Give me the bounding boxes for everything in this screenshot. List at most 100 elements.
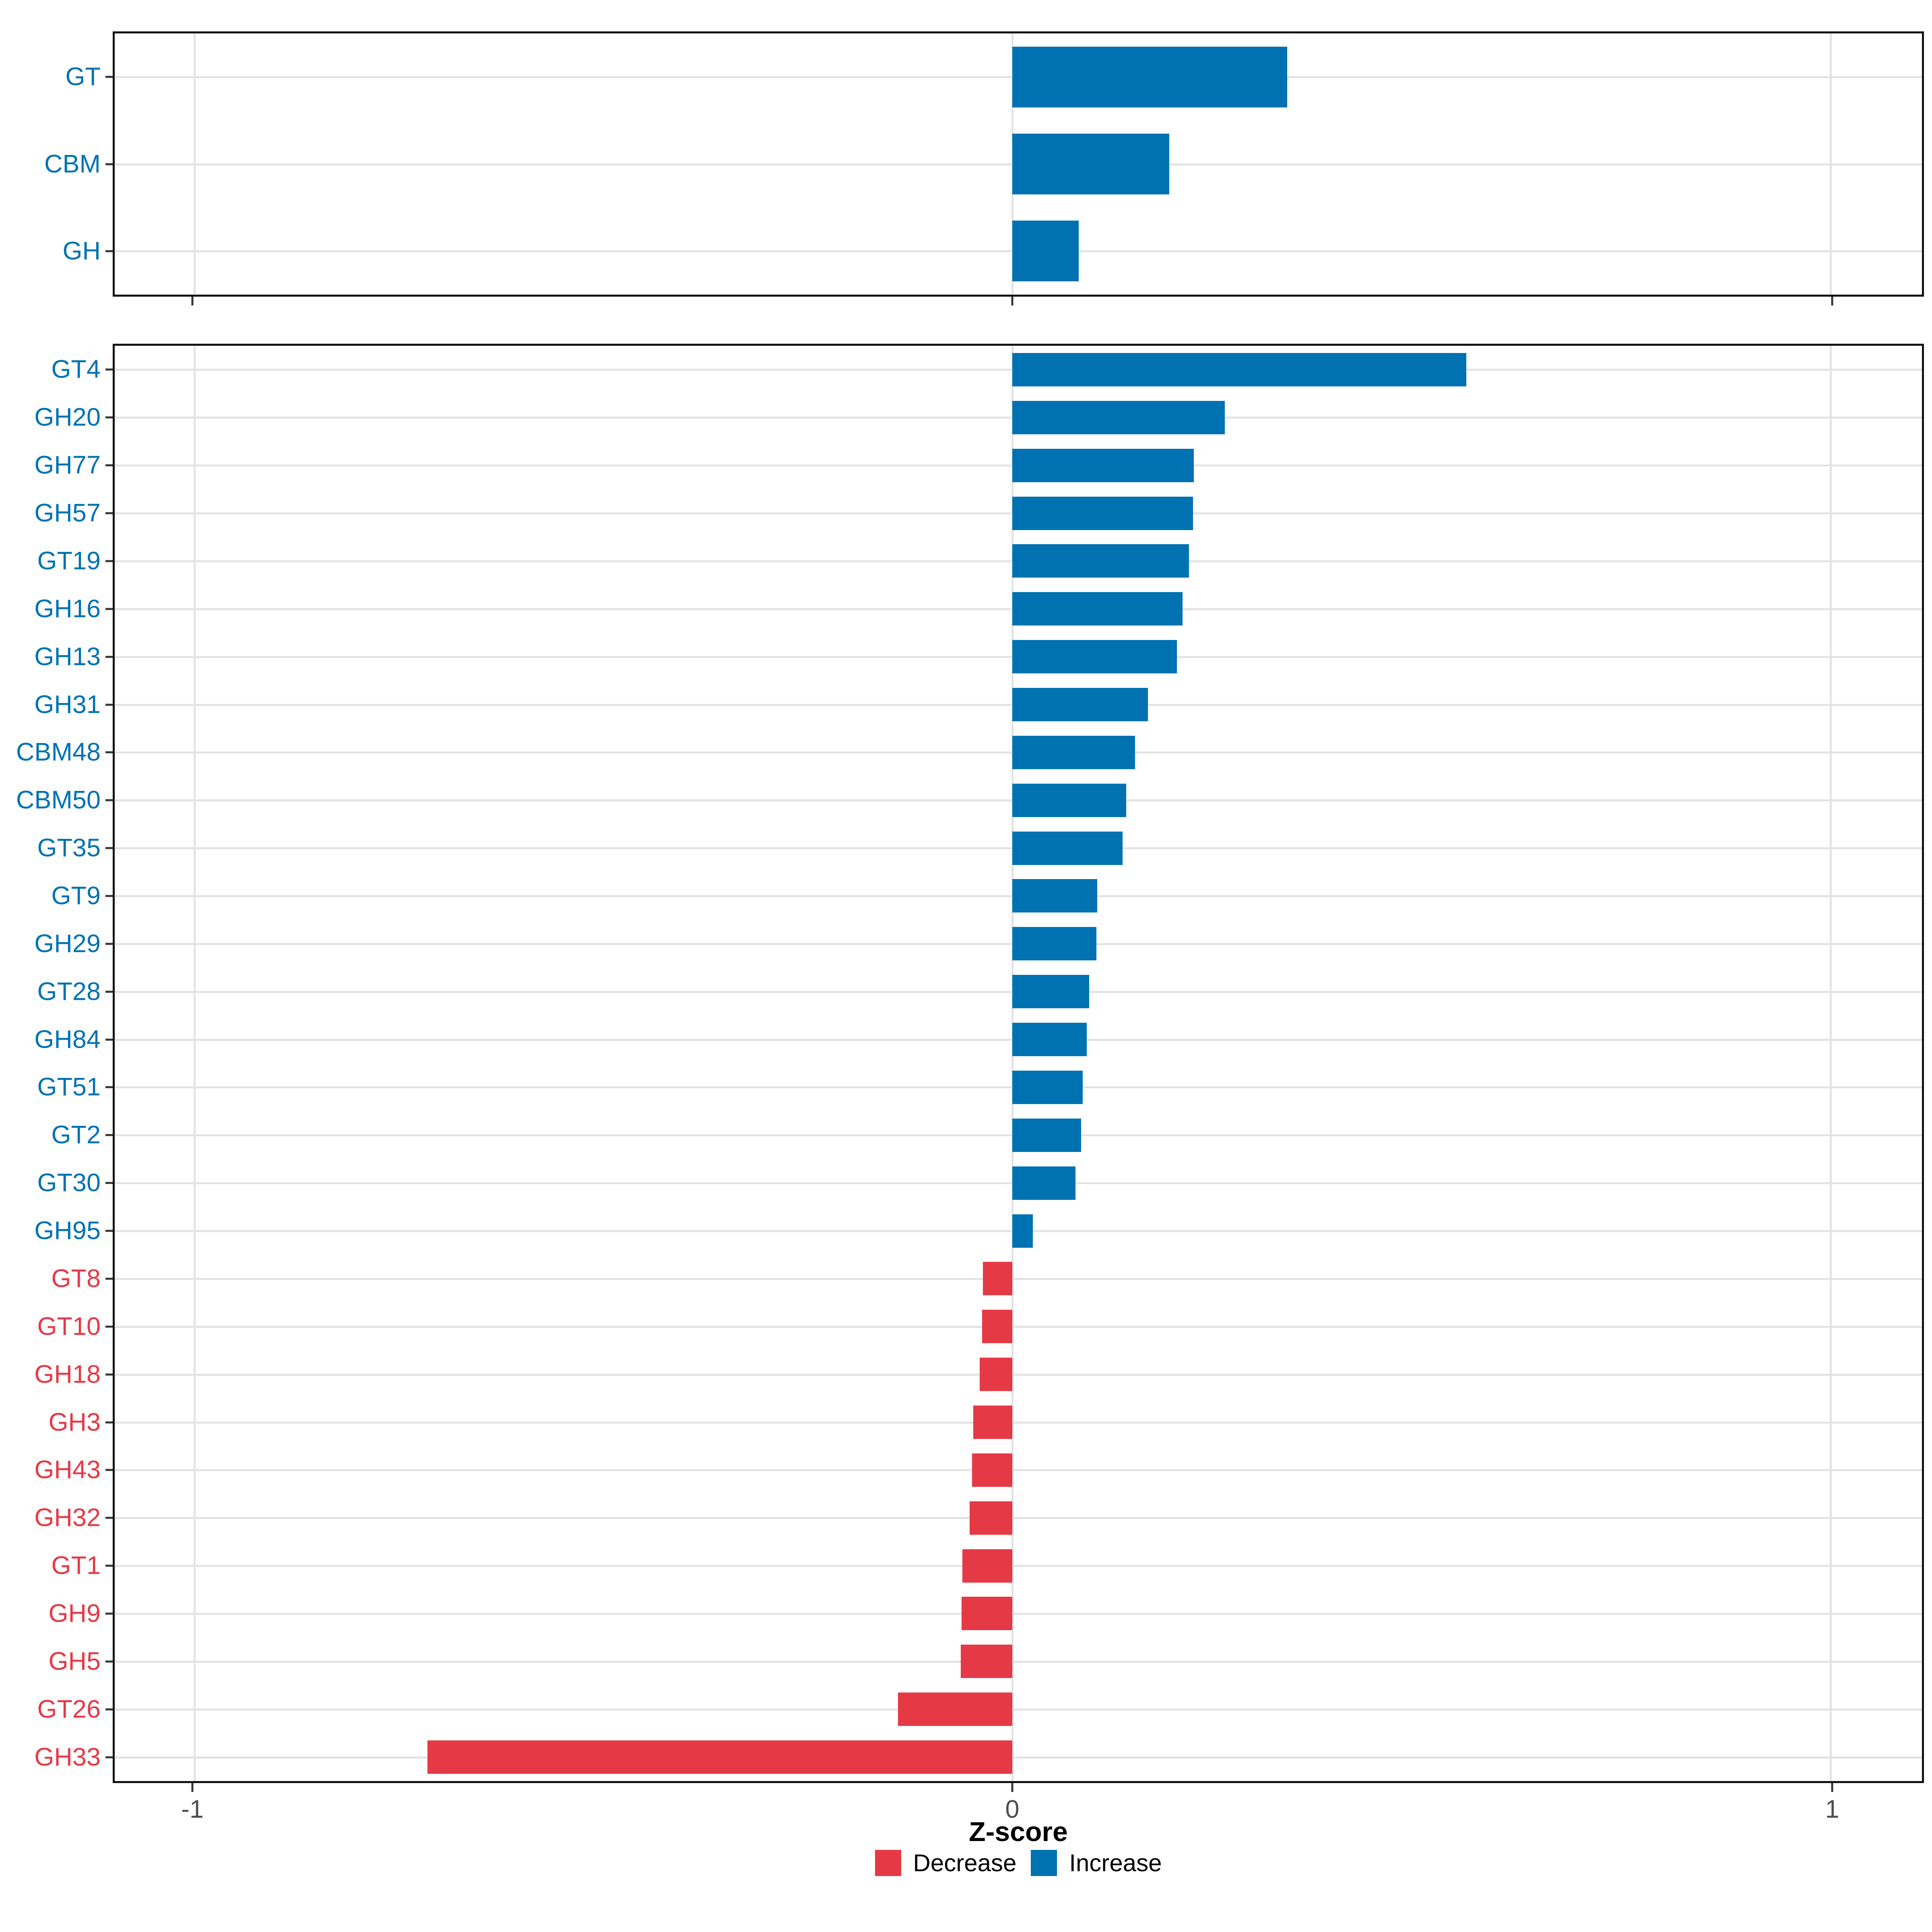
- y-axis-label-CBM50: CBM50: [16, 786, 101, 814]
- y-axis-label-GH77: GH77: [34, 451, 101, 479]
- y-tick: [105, 1421, 113, 1423]
- y-tick: [105, 751, 113, 753]
- bar-GH57: [1012, 496, 1193, 530]
- y-axis-label-GH5: GH5: [48, 1647, 101, 1676]
- legend: Decrease Increase: [113, 1850, 1924, 1876]
- bar-GH32: [970, 1501, 1013, 1535]
- vertical-gridline: [193, 346, 196, 1781]
- y-tick: [105, 1565, 113, 1567]
- y-tick: [105, 464, 113, 466]
- y-axis-label-GT2: GT2: [51, 1121, 101, 1149]
- bar-GH31: [1012, 688, 1148, 721]
- y-tick: [105, 1182, 113, 1184]
- bar-CBM48: [1012, 735, 1135, 769]
- y-tick: [105, 560, 113, 562]
- bar-GT: [1012, 46, 1287, 107]
- y-axis-label-GT51: GT51: [37, 1073, 101, 1101]
- y-axis-label-CBM: CBM: [44, 150, 101, 178]
- y-axis-label-GT4: GT4: [51, 355, 101, 384]
- bar-GT4: [1012, 353, 1467, 386]
- bar-GH5: [961, 1645, 1013, 1678]
- y-tick: [105, 512, 113, 514]
- y-axis-label-GH18: GH18: [34, 1360, 101, 1389]
- y-axis-label-GT: GT: [65, 62, 101, 91]
- x-tick: [1011, 297, 1013, 305]
- bar-GH33: [427, 1740, 1013, 1774]
- horizontal-gridline: [115, 1708, 1922, 1711]
- horizontal-gridline: [115, 1756, 1922, 1759]
- horizontal-gridline: [115, 1325, 1922, 1328]
- panel-category-summary: GT CBM GH: [44, 31, 1924, 297]
- bar-GT30: [1012, 1166, 1075, 1200]
- y-tick: [105, 416, 113, 419]
- y-tick: [105, 1278, 113, 1280]
- y-tick: [105, 1469, 113, 1471]
- y-tick: [105, 704, 113, 706]
- legend-label-increase: Increase: [1069, 1849, 1162, 1876]
- horizontal-gridline: [115, 1565, 1922, 1567]
- horizontal-gridline: [115, 1373, 1922, 1376]
- bar-CBM50: [1012, 783, 1126, 817]
- vertical-gridline: [1011, 346, 1014, 1781]
- bar-GT51: [1012, 1070, 1083, 1104]
- y-tick: [105, 1325, 113, 1328]
- y-axis-label-GH57: GH57: [34, 499, 101, 527]
- bar-GT28: [1012, 975, 1090, 1009]
- y-tick: [105, 1373, 113, 1376]
- bar-GH16: [1012, 592, 1183, 626]
- y-tick: [105, 1134, 113, 1136]
- x-tick: [1831, 297, 1833, 305]
- bar-GH20: [1012, 400, 1225, 434]
- y-axis-label-GT10: GT10: [37, 1312, 101, 1341]
- horizontal-gridline: [115, 1517, 1922, 1519]
- bar-GH18: [979, 1358, 1013, 1391]
- y-tick: [105, 799, 113, 801]
- y-tick: [105, 943, 113, 945]
- legend-item-decrease: Decrease: [875, 1849, 1017, 1876]
- x-tick: [1011, 1783, 1013, 1792]
- y-axis-label-GH33: GH33: [34, 1743, 101, 1771]
- horizontal-gridline: [115, 1469, 1922, 1472]
- y-tick: [105, 76, 113, 78]
- bar-GH: [1012, 221, 1079, 282]
- x-axis-title: Z-score: [969, 1816, 1068, 1847]
- vertical-gridline: [1829, 346, 1832, 1781]
- increase-swatch: [1031, 1850, 1057, 1876]
- y-tick: [105, 991, 113, 993]
- y-axis-label-CBM48: CBM48: [16, 738, 101, 766]
- y-tick: [105, 895, 113, 897]
- bar-GT9: [1012, 879, 1098, 913]
- panel-cazyme-families: GT4 GH20 GH77 GH57 GT19 GH16 GH13 GH31 CBM48 CBM5…: [16, 344, 1924, 1783]
- y-tick: [105, 1038, 113, 1041]
- bar-GT19: [1012, 544, 1189, 578]
- bar-GH29: [1012, 927, 1097, 961]
- y-axis-label-GT8: GT8: [51, 1264, 101, 1293]
- bar-GT10: [982, 1310, 1013, 1344]
- bar-GH9: [962, 1597, 1013, 1631]
- legend-label-decrease: Decrease: [913, 1849, 1017, 1876]
- y-axis-label-GT26: GT26: [37, 1695, 101, 1724]
- y-tick: [105, 847, 113, 849]
- bar-GH95: [1012, 1214, 1033, 1248]
- y-tick: [105, 1086, 113, 1088]
- y-tick: [105, 1612, 113, 1615]
- y-tick: [105, 656, 113, 658]
- bar-GH13: [1012, 640, 1177, 674]
- horizontal-gridline: [115, 1421, 1922, 1424]
- bar-GH84: [1012, 1023, 1087, 1057]
- y-axis-label-GT28: GT28: [37, 977, 101, 1006]
- y-axis-label-GH13: GH13: [34, 642, 101, 671]
- y-axis-label-GT9: GT9: [51, 881, 101, 910]
- y-axis-label-GH29: GH29: [34, 929, 101, 958]
- y-tick: [105, 368, 113, 371]
- x-tick-label: 1: [1825, 1795, 1839, 1823]
- y-axis-label-GH95: GH95: [34, 1216, 101, 1245]
- y-tick: [105, 1230, 113, 1232]
- y-tick: [105, 163, 113, 165]
- y-axis-label-GT35: GT35: [37, 834, 101, 862]
- y-tick: [105, 1708, 113, 1711]
- y-axis-label-GH20: GH20: [34, 403, 101, 431]
- bar-GT35: [1012, 831, 1123, 865]
- y-axis-label-GH16: GH16: [34, 594, 101, 623]
